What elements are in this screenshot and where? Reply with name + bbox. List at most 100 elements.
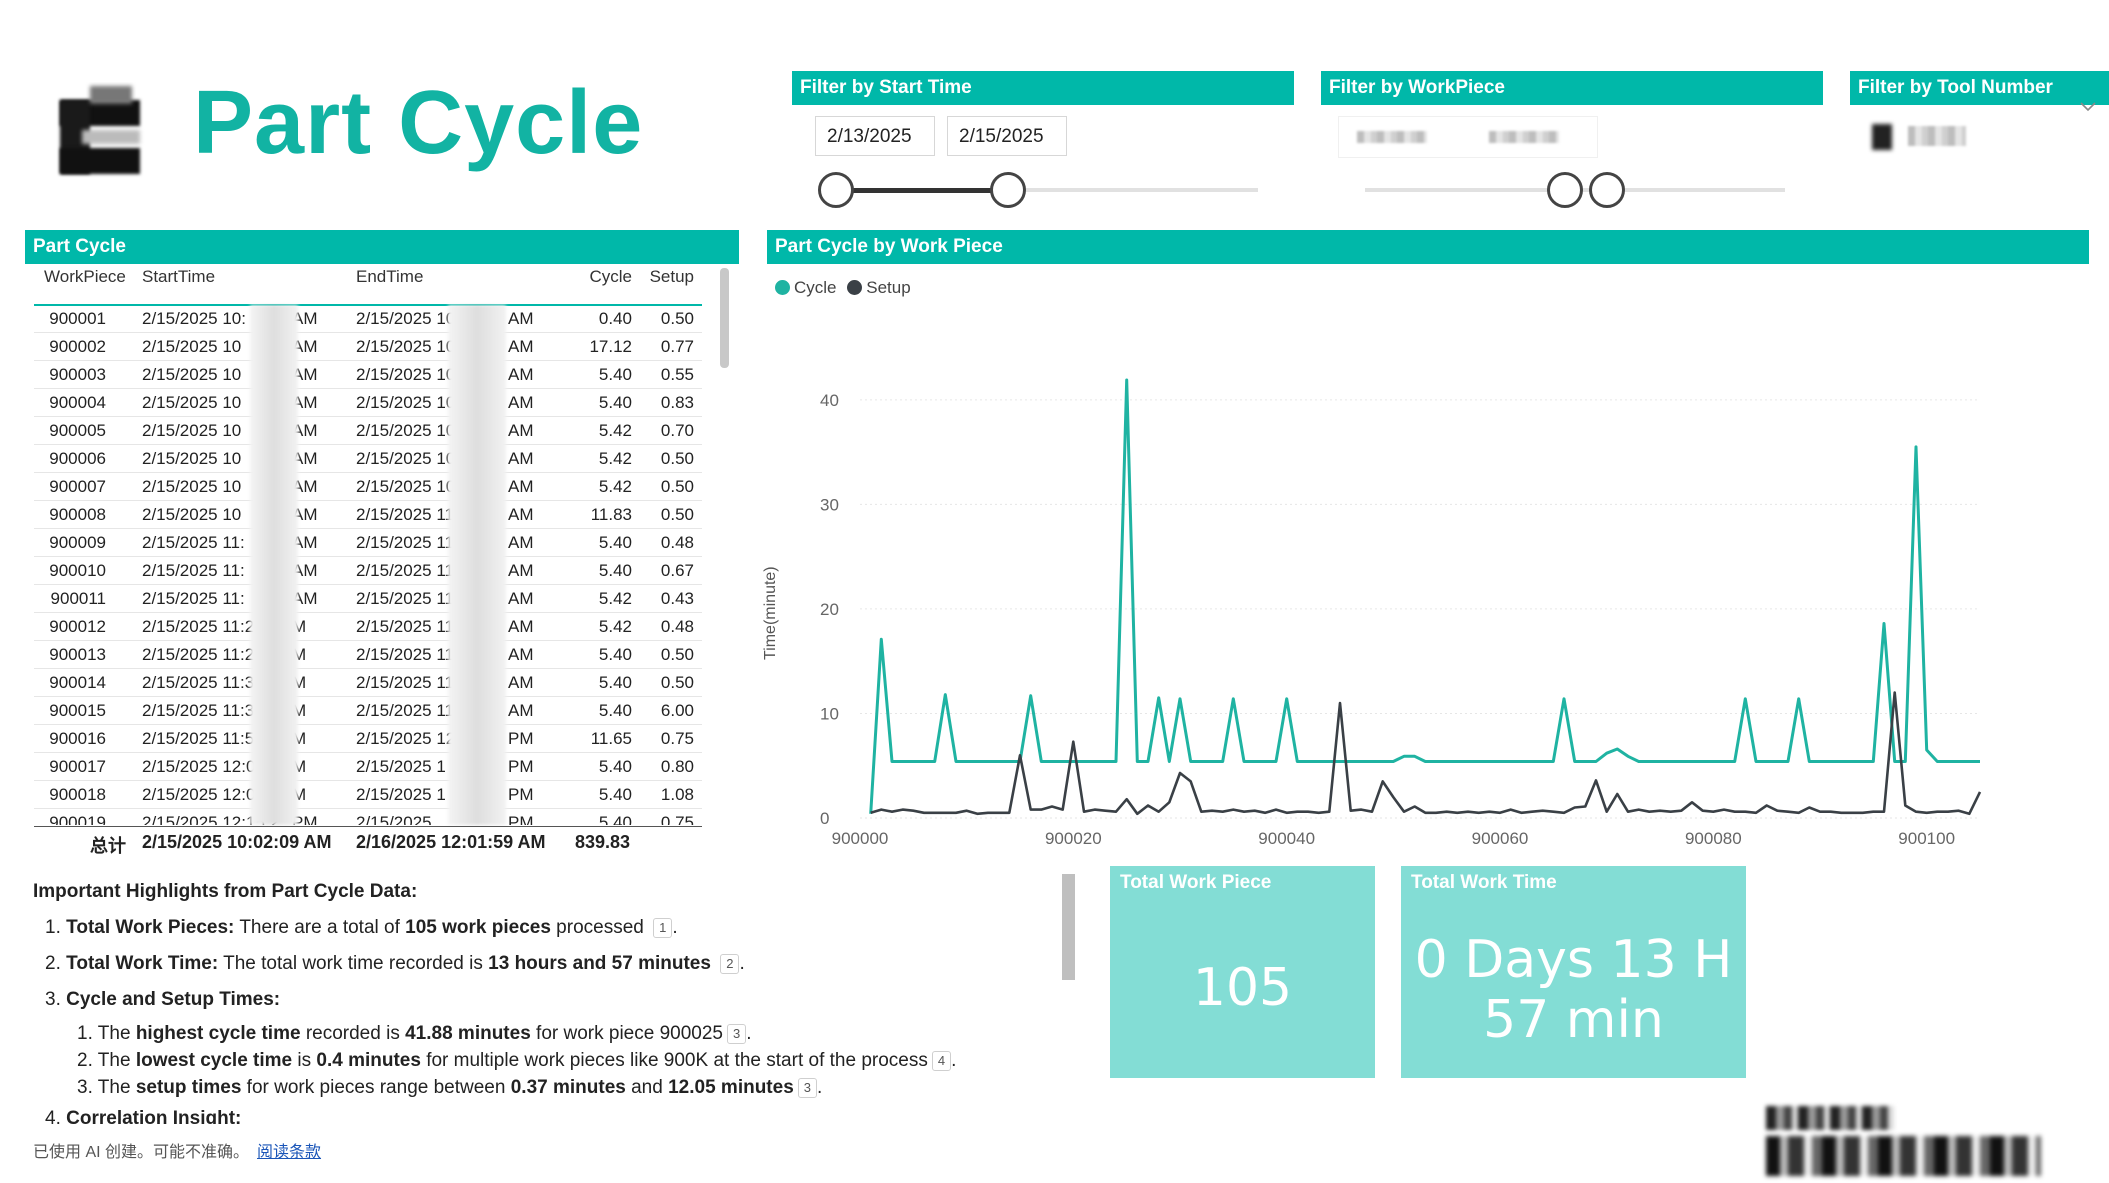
- read-terms-link[interactable]: 阅读条款: [257, 1144, 322, 1161]
- workpiece-slider-max-handle[interactable]: [1589, 172, 1625, 208]
- card-value: 105: [1192, 958, 1293, 1018]
- highlight-sub-2: 2. The lowest cycle time is 0.4 minutes …: [77, 1050, 957, 1071]
- x-tick-label: 900000: [832, 829, 889, 848]
- cell-start-time: 2/15/2025 11:: [142, 589, 245, 608]
- table-row[interactable]: 900010 2/15/2025 11: AM 2/15/2025 11 AM 5.40 0…: [34, 557, 702, 585]
- table-row[interactable]: 900005 2/15/2025 10 AM 2/15/2025 10: AM 5.42 0…: [34, 417, 702, 445]
- table-row[interactable]: 900009 2/15/2025 11: AM 2/15/2025 11 AM 5.40 0…: [34, 529, 702, 557]
- cell-start-time-suffix: AM: [292, 505, 318, 524]
- cell-setup: 6.00: [660, 701, 694, 720]
- cell-end-time-suffix: AM: [508, 477, 534, 496]
- cell-cycle: 5.42: [598, 617, 632, 636]
- x-tick-label: 900060: [1472, 829, 1529, 848]
- cell-start-time: 2/15/2025 10: [142, 337, 242, 356]
- total-work-time-card: Total Work Time 0 Days 13 H 57 min: [1401, 866, 1746, 1078]
- legend-cycle[interactable]: Cycle: [775, 278, 837, 297]
- workpiece-slider-min-handle[interactable]: [1547, 172, 1583, 208]
- start-date-from-input[interactable]: 2/13/2025: [815, 116, 935, 156]
- start-time-slider-track[interactable]: [838, 188, 1258, 192]
- start-date-to-input[interactable]: 2/15/2025: [947, 116, 1067, 156]
- cell-end-time: 2/15/2025 10:: [356, 337, 460, 356]
- cell-end-time: 2/15/2025 11:: [356, 673, 459, 692]
- workpiece-range-inputs[interactable]: [1338, 116, 1598, 158]
- legend-setup-swatch: [847, 280, 863, 295]
- chevron-down-icon[interactable]: [2080, 102, 2096, 112]
- cell-cycle: 5.42: [598, 421, 632, 440]
- cell-start-time: 2/15/2025 12:15:2: [142, 813, 280, 825]
- highlight-sub-1: 1. The highest cycle time recorded is 41…: [77, 1023, 752, 1044]
- table-row[interactable]: 900004 2/15/2025 10 AM 2/15/2025 10: AM 5.40 0…: [34, 389, 702, 417]
- citation-badge[interactable]: 3: [797, 1077, 817, 1098]
- tool-number-checkbox[interactable]: [1872, 124, 1892, 150]
- cards-scrollbar[interactable]: [1062, 874, 1075, 980]
- table-row[interactable]: 900012 2/15/2025 11:2 M 2/15/2025 11 AM 5.42 0…: [34, 613, 702, 641]
- card-value-line1: 0 Days 13 H: [1414, 930, 1733, 990]
- table-row[interactable]: 900018 2/15/2025 12:0 M 2/15/2025 1 PM 5.40 1.…: [34, 781, 702, 809]
- col-header-setup[interactable]: Setup: [649, 267, 694, 286]
- table-row[interactable]: 900011 2/15/2025 11: AM 2/15/2025 11 AM 5.42 0…: [34, 585, 702, 613]
- citation-badge[interactable]: 1: [653, 917, 673, 938]
- cell-start-time-suffix: AM: [292, 337, 318, 356]
- citation-badge[interactable]: 4: [931, 1050, 952, 1071]
- cell-end-time: 2/15/2025 1: [356, 757, 446, 776]
- table-row[interactable]: 900016 2/15/2025 11:5 M 2/15/2025 12 PM 11.65…: [34, 725, 702, 753]
- cell-setup: 0.75: [660, 813, 694, 825]
- cell-workpiece: 900012: [49, 617, 106, 636]
- table-row[interactable]: 900017 2/15/2025 12:0 M 2/15/2025 1 PM 5.40 0.…: [34, 753, 702, 781]
- cell-cycle: 5.42: [598, 589, 632, 608]
- citation-badge[interactable]: 3: [727, 1023, 747, 1044]
- filter-start-time-header: Filter by Start Time: [792, 71, 1294, 105]
- table-row[interactable]: 900013 2/15/2025 11:2 M 2/15/2025 11: AM 5.40…: [34, 641, 702, 669]
- table-row[interactable]: 900006 2/15/2025 10 AM 2/15/2025 10 AM 5.42 0.…: [34, 445, 702, 473]
- total-label: 总计: [90, 836, 126, 856]
- x-tick-label: 900100: [1898, 829, 1955, 848]
- start-time-slider-max-handle[interactable]: [990, 172, 1026, 208]
- cell-start-time: 2/15/2025 11:3: [142, 673, 255, 692]
- citation-badge[interactable]: 2: [720, 953, 740, 974]
- table-row[interactable]: 900002 2/15/2025 10 AM 2/15/2025 10: AM 17.12…: [34, 333, 702, 361]
- col-header-cycle[interactable]: Cycle: [589, 267, 632, 286]
- table-row[interactable]: 900007 2/15/2025 10 AM 2/15/2025 10 AM 5.42 0.…: [34, 473, 702, 501]
- cell-start-time-suffix: AM: [292, 365, 318, 384]
- ai-disclaimer: 已使用 AI 创建。可能不准确。 阅读条款: [33, 1138, 321, 1162]
- workpiece-from-value: [1357, 131, 1427, 143]
- disclaimer-text: 已使用 AI 创建。可能不准确。: [33, 1144, 250, 1161]
- start-time-slider-min-handle[interactable]: [818, 172, 854, 208]
- table-row[interactable]: 900015 2/15/2025 11:3 M 2/15/2025 11: AM 5.40…: [34, 697, 702, 725]
- table-body: 900001 2/15/2025 10: AM 2/15/2025 10: AM 0.40…: [34, 305, 702, 825]
- cell-start-time-suffix: AM: [292, 533, 318, 552]
- chart-panel-header: Part Cycle by Work Piece: [767, 230, 2089, 264]
- total-divider: [34, 826, 702, 827]
- cell-setup: 0.48: [660, 533, 694, 552]
- col-header-endtime[interactable]: EndTime: [356, 267, 424, 286]
- tool-number-option-label: [1908, 126, 1966, 146]
- cell-end-time: 2/15/2025 10:: [356, 421, 460, 440]
- table-row[interactable]: 900001 2/15/2025 10: AM 2/15/2025 10: AM 0.40…: [34, 305, 702, 333]
- cell-cycle: 5.40: [598, 365, 632, 384]
- cell-end-time: 2/15/2025 10:: [356, 309, 460, 328]
- filter-workpiece-header: Filter by WorkPiece: [1321, 71, 1823, 105]
- workpiece-to-value: [1489, 131, 1559, 143]
- cell-setup: 0.75: [660, 729, 694, 748]
- col-header-starttime[interactable]: StartTime: [142, 267, 216, 286]
- table-row[interactable]: 900008 2/15/2025 10 AM 2/15/2025 11 AM 11.83 0…: [34, 501, 702, 529]
- cell-start-time: 2/15/2025 11:: [142, 533, 245, 552]
- start-time-slider-range: [838, 188, 1008, 193]
- cell-cycle: 5.40: [598, 757, 632, 776]
- cell-cycle: 5.42: [598, 477, 632, 496]
- col-header-workpiece[interactable]: WorkPiece: [44, 267, 126, 286]
- table-row[interactable]: 900019 2/15/2025 12:15:2 PM 2/15/2025 PM 5.40…: [34, 809, 702, 825]
- table-row[interactable]: 900014 2/15/2025 11:3 M 2/15/2025 11: AM 5.40…: [34, 669, 702, 697]
- cell-workpiece: 900015: [49, 701, 106, 720]
- cell-end-time: 2/15/2025 11: [356, 561, 454, 580]
- cell-cycle: 5.40: [598, 673, 632, 692]
- legend-cycle-swatch: [775, 280, 790, 295]
- cell-end-time-suffix: PM: [508, 785, 534, 804]
- table-row[interactable]: 900003 2/15/2025 10 AM 2/15/2025 10: AM 5.40 0…: [34, 361, 702, 389]
- table-scrollbar[interactable]: [720, 268, 729, 368]
- cell-start-time-suffix: AM: [292, 561, 318, 580]
- legend-setup[interactable]: Setup: [847, 278, 911, 297]
- cell-end-time-suffix: AM: [508, 421, 534, 440]
- card-label: Total Work Time: [1411, 872, 1557, 893]
- cell-end-time: 2/15/2025 10:: [356, 393, 460, 412]
